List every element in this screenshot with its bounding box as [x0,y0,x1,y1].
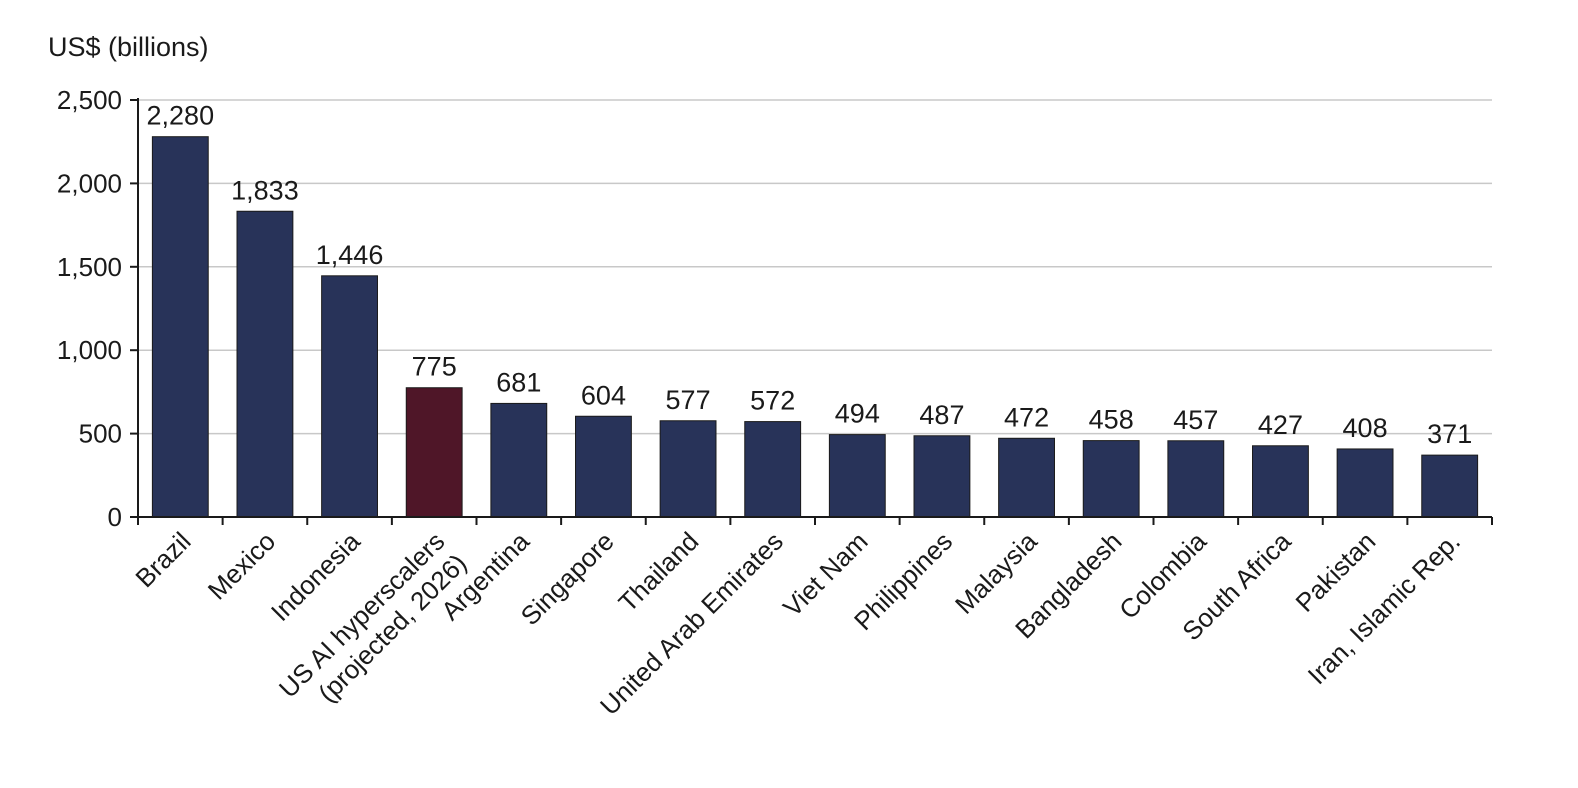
data-label: 577 [666,385,711,415]
y-tick-label: 1,500 [57,252,122,282]
data-label: 408 [1343,413,1388,443]
category-label: US AI hyperscalers(projected, 2026) [273,526,472,725]
data-label: 472 [1004,402,1049,432]
category-label: Mexico [202,526,281,605]
bar [1421,454,1479,518]
y-tick-label: 500 [79,419,122,449]
category-label: Brazil [129,526,196,593]
bar [998,437,1055,518]
data-label: 1,833 [231,175,299,205]
bar [490,402,548,518]
bar [1336,448,1394,518]
bar [828,434,886,518]
data-label: 458 [1089,405,1134,435]
data-label: 775 [412,352,457,382]
bar [151,136,209,518]
bar [744,421,802,518]
data-labels: 2,280 1,833 1,446 775 681 604 577 572 494 487 472 4… [147,101,1473,449]
data-label: 487 [919,400,964,430]
data-label: 572 [750,386,795,416]
data-label: 1,446 [316,240,384,270]
y-tick-label: 0 [108,502,122,532]
data-label: 494 [835,399,880,429]
bar [1252,445,1309,518]
y-tick-label: 2,500 [57,85,122,115]
bars [151,136,1479,518]
data-label: 681 [496,367,541,397]
data-label: 604 [581,380,626,410]
data-label: 427 [1258,410,1303,440]
bar [575,415,632,518]
bar [913,435,971,518]
y-tick-label: 1,000 [57,335,122,365]
y-axis-ticks: 0 500 1,000 1,500 2,000 2,500 [57,85,138,532]
data-label: 371 [1427,419,1472,449]
bar [321,275,378,518]
category-label: Iran, Islamic Rep. [1302,526,1466,690]
bar [1082,440,1140,518]
data-label: 2,280 [147,101,215,131]
axes [137,98,1493,525]
data-label: 457 [1173,405,1218,435]
bar [1167,440,1225,518]
category-label: Singapore [515,526,620,631]
bar [405,387,463,518]
bar [236,210,294,518]
bar [659,420,717,518]
y-axis-unit-label: US$ (billions) [48,32,209,62]
y-tick-label: 2,000 [57,168,122,198]
